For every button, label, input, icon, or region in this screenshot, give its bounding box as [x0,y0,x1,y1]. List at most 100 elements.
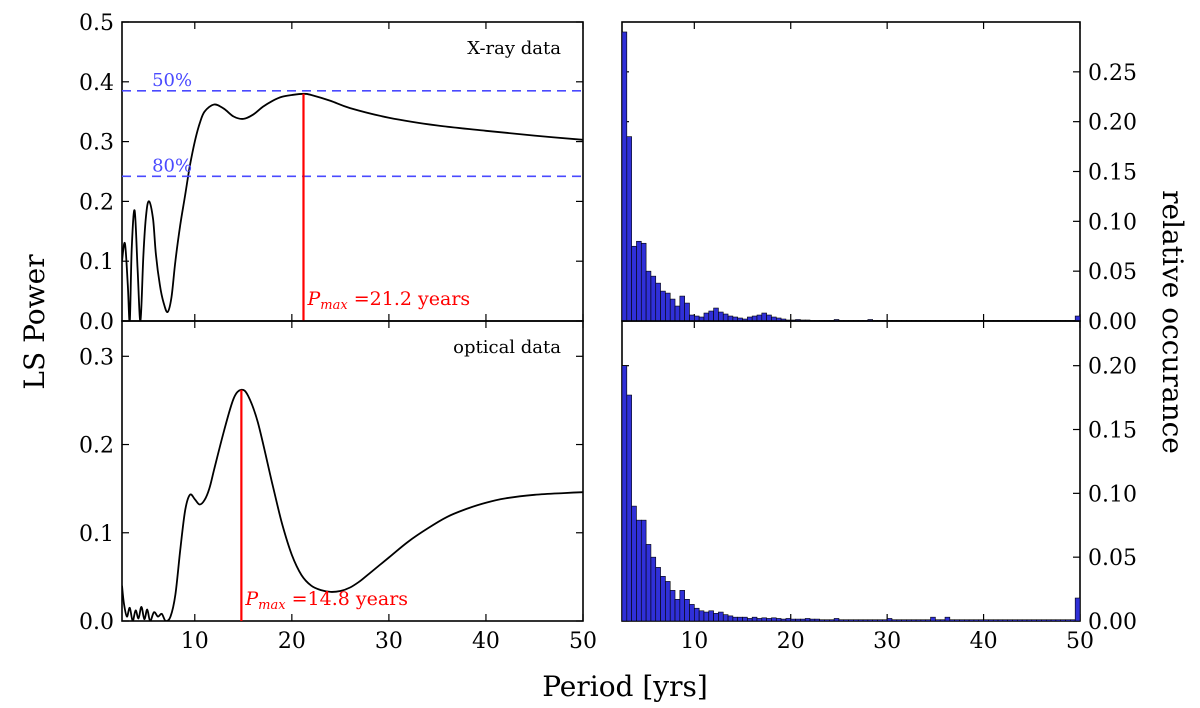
panels: 0.0 0.1 0.2 0.3 0.4 0.5 50% 80% Pmax =21.2 years… [79,11,1137,654]
histogram-bar [1074,597,1080,621]
histogram-bar [968,619,975,621]
x-tick-label: 40 [472,629,500,654]
peak-subscript: max [258,598,286,613]
histogram-bar [640,242,647,321]
histogram-bar [997,619,1004,621]
histogram-bar [1045,619,1052,621]
histogram-bar [988,619,994,621]
histogram-bar [935,619,941,621]
histogram-bar [819,619,825,621]
histogram-bar [679,295,685,321]
histogram-bar [751,616,758,621]
histogram-bar [1012,619,1018,621]
histogram-bar [737,616,743,621]
histogram-bar [718,311,724,321]
histogram-bar [925,619,931,621]
y-tick-label: 0.10 [1088,482,1137,507]
histogram-bar [785,618,792,621]
histogram-bar [959,619,965,621]
histogram-bar [756,618,763,621]
histogram-bar [703,312,710,321]
histogram-bar [1055,619,1062,621]
histogram-bar [665,581,671,621]
y-tick-label: 0.2 [79,434,114,459]
histogram-bar [698,610,705,621]
panel-label: X-ray data [467,38,561,59]
y-tick-label: 0.15 [1088,161,1137,186]
x-tick-label: 50 [1066,629,1094,654]
histogram-bar [973,619,980,621]
histogram-bar [626,136,632,321]
histogram-bar [882,619,888,621]
histogram-bar [674,305,681,321]
histogram-bar [949,619,955,621]
histogram-bar [872,619,878,621]
histogram-bar [766,618,772,621]
y-tick-label: 0.05 [1088,260,1137,285]
histogram-bar [800,618,806,621]
histogram-bar [732,616,739,621]
y-axis-title-right: relative occurance [1156,190,1189,454]
histogram-bar [684,302,690,321]
histogram-bar [848,619,854,621]
histogram-bar [756,314,763,321]
panel-xray-periodogram: 0.0 0.1 0.2 0.3 0.4 0.5 50% 80% Pmax =21.2 years… [79,11,584,335]
ls-power-curve [122,92,583,321]
y-tick-label: 0.4 [79,71,114,96]
y-tick-label: 0.10 [1088,210,1137,235]
histogram-bar [862,619,869,621]
histogram-bar [650,556,657,621]
y-tick-label: 0.00 [1088,310,1137,335]
histogram-bar [674,598,681,621]
histogram-bar [650,275,657,321]
histogram-bar [722,614,729,621]
histogram-bar [665,292,671,321]
histogram-bar [1050,619,1057,621]
histogram-bar [1036,619,1042,621]
plot-frame [621,21,1081,322]
histogram-bar [718,611,724,621]
y-tick-label: 0.15 [1088,419,1137,444]
histogram-bar [771,617,777,621]
histogram-bar [640,519,647,621]
histogram-bar [857,619,864,621]
panel-label: optical data [453,337,561,358]
histogram-bar [833,618,840,621]
histogram-bar [983,619,989,621]
histogram-bar [906,619,912,621]
histogram-bar [660,290,666,321]
histogram-bar [1026,619,1033,621]
histogram-bar [727,615,734,621]
histogram-bar [708,610,714,621]
histogram-bar [1041,619,1047,621]
peak-symbol: P [244,588,259,610]
y-tick-label: 0.1 [79,522,114,547]
x-tick-label: 40 [970,629,998,654]
x-tick-label: 10 [181,629,209,654]
histogram-bar [708,310,714,321]
peak-subscript: max [320,298,348,313]
histogram-bar [775,618,782,621]
histogram-bar [1031,619,1037,621]
y-axis-title-left: LS Power [18,254,51,390]
plot-area [122,388,583,621]
histogram-bar [703,611,710,621]
histogram-bar [824,619,830,621]
histogram-bar [655,282,661,321]
y-tick-label: 0.20 [1088,111,1137,136]
histogram-bar [795,618,801,621]
peak-period-label: Pmax =14.8 years [244,588,408,613]
histogram-bar [920,619,927,621]
plot-area [622,31,1080,321]
histogram-bar [915,619,922,621]
peak-symbol: P [306,288,321,310]
histogram-bar [809,618,816,621]
histogram-bar [713,307,719,321]
histogram-bar [766,314,772,321]
histogram-bar [645,544,652,621]
x-tick-label: 20 [278,629,306,654]
y-tick-label: 0.3 [79,131,114,156]
histogram-bar [747,618,753,621]
histogram-bar [761,617,767,621]
x-tick-label: 30 [873,629,901,654]
